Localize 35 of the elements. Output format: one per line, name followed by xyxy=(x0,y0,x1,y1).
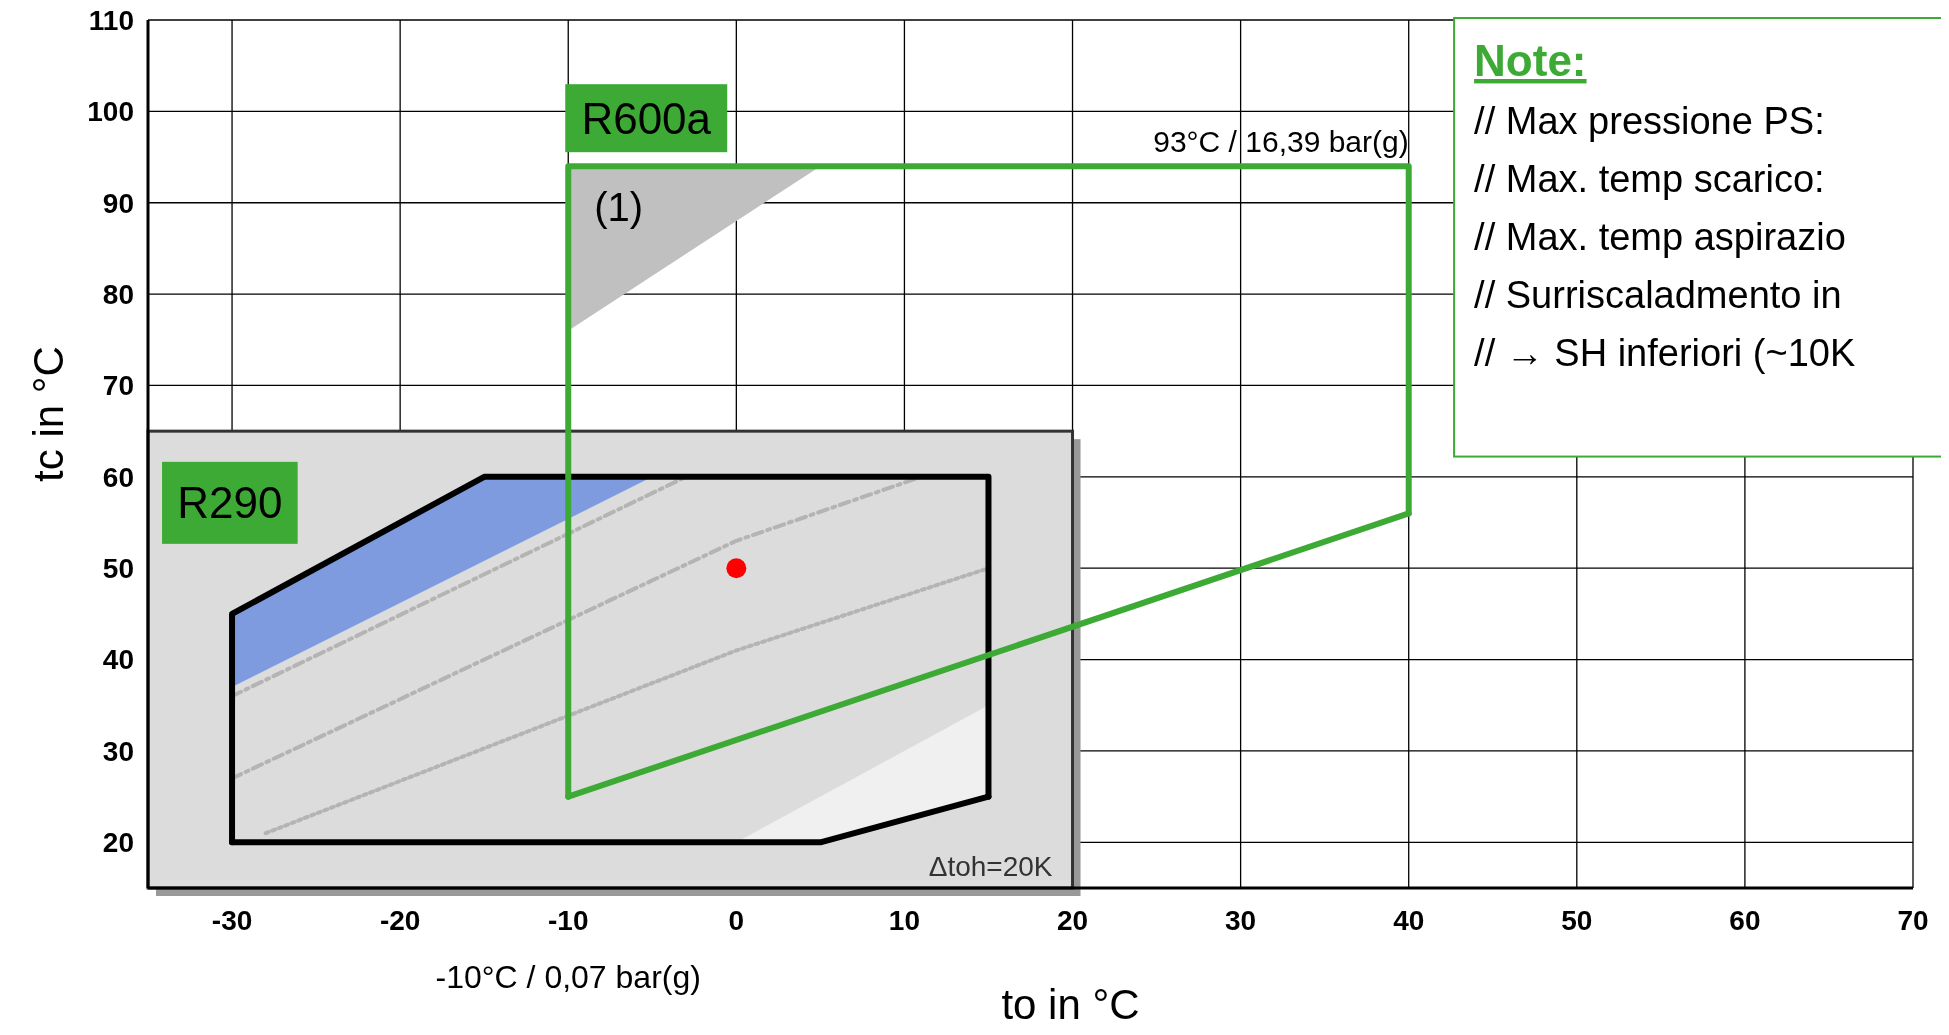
y-tick-label: 50 xyxy=(102,553,134,585)
annotation: // Max pressione PS: xyxy=(1474,100,1825,142)
annotation: // Max. temp aspirazio xyxy=(1474,216,1846,258)
series-label: R290 xyxy=(177,478,283,528)
y-tick-label: 110 xyxy=(88,4,134,36)
y-tick-label: 80 xyxy=(102,278,134,310)
x-tick-label: 30 xyxy=(1225,905,1257,936)
annotation: Δtoh=20K xyxy=(928,851,1053,882)
y-tick-label: 100 xyxy=(87,96,134,128)
x-tick-label: 10 xyxy=(888,905,921,936)
x-tick-label: -10 xyxy=(548,905,589,936)
x-tick-label: 70 xyxy=(1897,905,1929,936)
series-label: R600a xyxy=(581,93,712,143)
x-tick-label: 60 xyxy=(1729,905,1761,936)
annotation: // Max. temp scarico: xyxy=(1474,158,1825,200)
text: -10°C / 0,07 bar(g) xyxy=(435,959,701,995)
x-tick-label: 0 xyxy=(728,905,745,936)
y-axis-title: tc in °C xyxy=(25,346,72,482)
annotation: 93°C / 16,39 bar(g) xyxy=(1153,125,1409,159)
annotation: (1) xyxy=(594,185,644,230)
y-tick-label: 20 xyxy=(102,827,134,859)
y-tick-label: 30 xyxy=(102,735,134,767)
x-tick-label: 40 xyxy=(1393,905,1425,936)
annotation: Note: xyxy=(1474,36,1587,85)
y-tick-label: 40 xyxy=(102,644,134,676)
x-tick-label: 20 xyxy=(1056,905,1089,936)
x-tick-label: -20 xyxy=(379,905,421,936)
y-tick-label: 70 xyxy=(102,370,134,402)
x-axis-title: to in °C xyxy=(1001,981,1140,1028)
annotation: // Surriscaladmento in xyxy=(1474,274,1842,316)
annotation: // → SH inferiori (~10K xyxy=(1474,332,1856,374)
y-tick-label: 60 xyxy=(102,461,134,493)
x-tick-label: 50 xyxy=(1561,905,1593,936)
x-tick-label: -30 xyxy=(211,905,253,936)
y-tick-label: 90 xyxy=(102,187,134,219)
